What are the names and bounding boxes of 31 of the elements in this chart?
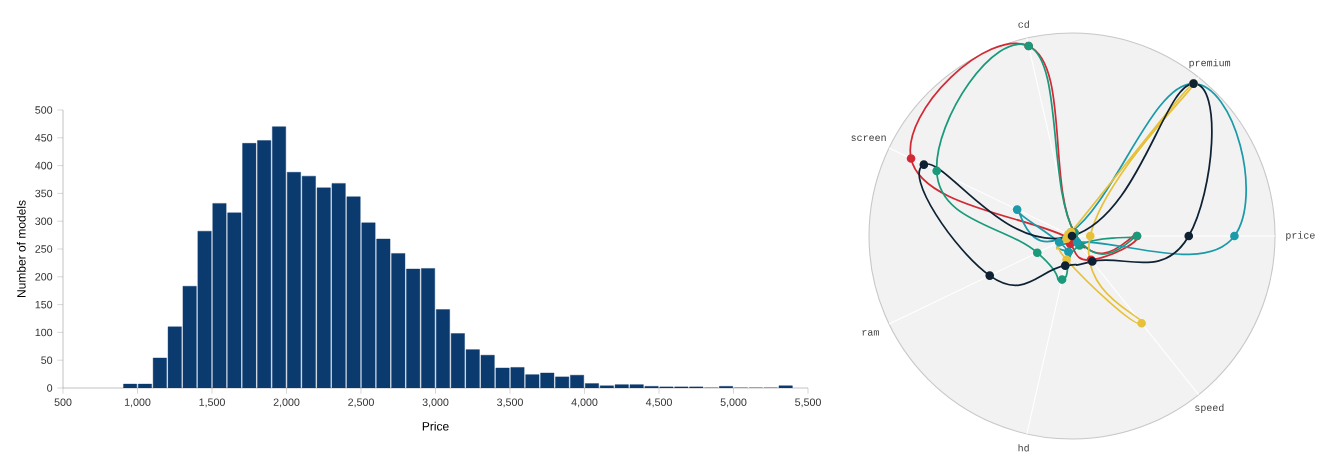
x-tick-label: 4,000: [571, 398, 598, 408]
x-tick-label: 2,000: [273, 398, 300, 408]
y-tick-label: 500: [35, 106, 53, 114]
x-tick-label: 5,500: [795, 398, 821, 408]
spoke-label: screen: [851, 135, 886, 142]
y-tick-label: 450: [35, 134, 53, 142]
y-axis-title: Number of models: [16, 200, 26, 298]
spoke-label: hd: [1018, 444, 1029, 452]
spoke-label: cd: [1018, 20, 1029, 28]
spoke-label: ram: [862, 330, 879, 336]
spoke-label: speed: [1195, 403, 1224, 414]
y-tick-label: 400: [35, 161, 53, 170]
y-tick-label: 150: [35, 300, 53, 309]
x-tick-label: 4,500: [645, 398, 672, 408]
x-tick-label: 5,000: [720, 398, 747, 408]
y-tick-label: 200: [35, 273, 53, 281]
y-tick-label: 350: [35, 189, 53, 198]
y-tick-label: 300: [35, 217, 53, 225]
x-tick-label: 3,000: [422, 398, 449, 408]
x-tick-label: 1,500: [199, 398, 225, 408]
y-tick-label: 50: [41, 356, 53, 364]
y-tick-label: 250: [35, 245, 53, 253]
x-axis-title: Price: [422, 421, 449, 431]
y-tick-label: 100: [35, 328, 53, 337]
x-tick-label: 1,000: [124, 398, 151, 408]
x-tick-label: 2,500: [348, 398, 374, 408]
spoke-label: price: [1286, 231, 1315, 241]
x-tick-label: 3,500: [497, 398, 523, 408]
x-tick-label: 500: [54, 398, 72, 406]
spoke-label: premium: [1189, 58, 1231, 69]
y-tick-label: 0: [47, 384, 53, 392]
